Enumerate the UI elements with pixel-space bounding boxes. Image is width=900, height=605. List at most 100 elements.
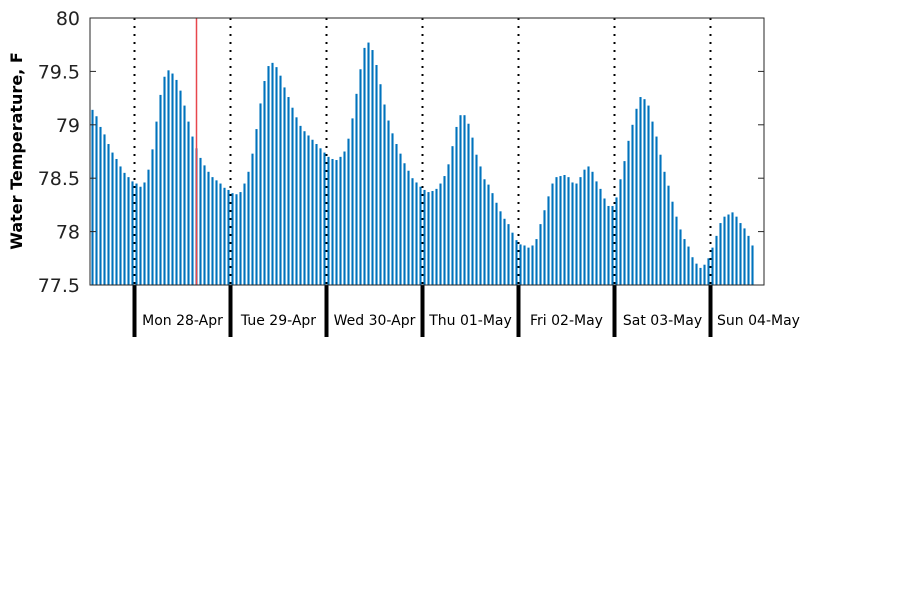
- temperature-bar: [147, 169, 150, 285]
- temperature-bar: [715, 235, 718, 285]
- temperature-bar: [427, 192, 430, 285]
- temperature-bar: [723, 216, 726, 285]
- temperature-bar: [287, 97, 290, 285]
- temperature-bar: [655, 136, 658, 285]
- temperature-bar: [687, 246, 690, 285]
- temperature-bar: [683, 239, 686, 285]
- temperature-bar: [499, 211, 502, 285]
- temperature-bar: [519, 244, 522, 285]
- y-tick-label: 80: [56, 8, 80, 30]
- temperature-bar: [231, 193, 234, 285]
- temperature-bar: [487, 184, 490, 285]
- temperature-bar: [695, 263, 698, 285]
- temperature-bar: [327, 156, 330, 285]
- temperature-bar: [571, 182, 574, 285]
- temperature-bar: [619, 179, 622, 285]
- temperature-bar: [719, 223, 722, 285]
- day-label: Wed 30-Apr: [334, 313, 416, 329]
- temperature-bar: [727, 214, 730, 285]
- temperature-bar: [731, 212, 734, 285]
- temperature-bar: [151, 149, 154, 285]
- temperature-bar: [699, 267, 702, 285]
- temperature-bar: [191, 136, 194, 285]
- temperature-bar: [243, 183, 246, 285]
- temperature-bar: [175, 79, 178, 285]
- temperature-bar: [567, 177, 570, 285]
- temperature-bar: [99, 126, 102, 285]
- temperature-bar: [503, 218, 506, 285]
- temperature-bar: [167, 70, 170, 285]
- temperature-bar: [375, 64, 378, 286]
- temperature-bar: [627, 140, 630, 285]
- temperature-bar: [495, 202, 498, 285]
- temperature-bar: [127, 177, 130, 285]
- temperature-bar: [303, 131, 306, 285]
- temperature-bar: [139, 186, 142, 285]
- temperature-bar: [291, 107, 294, 286]
- y-tick-label: 79: [56, 115, 80, 137]
- temperature-bar: [455, 126, 458, 285]
- temperature-bar: [95, 116, 98, 285]
- temperature-bar: [483, 179, 486, 285]
- temperature-bar: [215, 180, 218, 285]
- temperature-bar: [203, 165, 206, 285]
- temperature-bar: [115, 158, 118, 285]
- temperature-bar: [407, 170, 410, 285]
- y-tick-label: 79.5: [38, 61, 80, 83]
- temperature-bar: [643, 99, 646, 285]
- plot-frame: [89, 17, 765, 286]
- temperature-bar: [691, 257, 694, 285]
- temperature-bar: [383, 104, 386, 285]
- temperature-bar: [591, 171, 594, 285]
- temperature-bar: [135, 183, 138, 285]
- temperature-bar: [603, 198, 606, 285]
- temperature-bar: [659, 154, 662, 285]
- temperature-bar: [735, 216, 738, 285]
- temperature-bar: [123, 172, 126, 285]
- day-labels-layer: Mon 28-Apr Tue 29-Apr Wed 30-Apr Thu 01-May…: [142, 313, 800, 329]
- temperature-bar: [671, 201, 674, 285]
- temperature-bar: [531, 245, 534, 285]
- y-tick-label: 78: [56, 222, 80, 244]
- temperature-bar: [475, 154, 478, 285]
- y-tick-label: 78.5: [38, 168, 80, 190]
- temperature-bar: [159, 94, 162, 286]
- temperature-bar: [387, 120, 390, 285]
- temperature-bar: [527, 247, 530, 285]
- temperature-bar: [299, 125, 302, 286]
- temperature-bar: [399, 153, 402, 285]
- temperature-bar: [267, 66, 270, 285]
- temperature-bar: [675, 216, 678, 285]
- temperature-bar: [311, 139, 314, 285]
- y-tick-label: 77.5: [38, 275, 80, 297]
- temperature-bar: [103, 134, 106, 285]
- temperature-bar: [467, 123, 470, 285]
- temperature-bar: [587, 166, 590, 285]
- temperature-bar: [507, 224, 510, 285]
- temperature-bar: [295, 117, 298, 285]
- temperature-bar: [307, 135, 310, 285]
- temperature-bar: [107, 144, 110, 285]
- temperature-bar: [539, 224, 542, 285]
- temperature-bar: [339, 156, 342, 285]
- temperature-bar: [279, 75, 282, 285]
- temperature-bar: [219, 183, 222, 285]
- temperature-bar: [663, 171, 666, 285]
- day-label: Thu 01-May: [428, 313, 512, 329]
- temperature-bar: [247, 171, 250, 285]
- temperature-bar: [451, 146, 454, 285]
- temperature-bar: [235, 194, 238, 285]
- temperature-bar: [359, 69, 362, 285]
- temperature-bar: [263, 81, 266, 285]
- temperature-bar: [183, 105, 186, 285]
- temperature-bar: [155, 121, 158, 285]
- day-label: Sun 04-May: [717, 313, 800, 329]
- temperature-bar: [523, 245, 526, 285]
- temperature-bar: [91, 109, 94, 285]
- temperature-bar: [143, 182, 146, 285]
- temperature-bar: [419, 186, 422, 285]
- temperature-bar: [639, 97, 642, 285]
- temperature-bar: [163, 76, 166, 286]
- temperature-bar: [171, 73, 174, 285]
